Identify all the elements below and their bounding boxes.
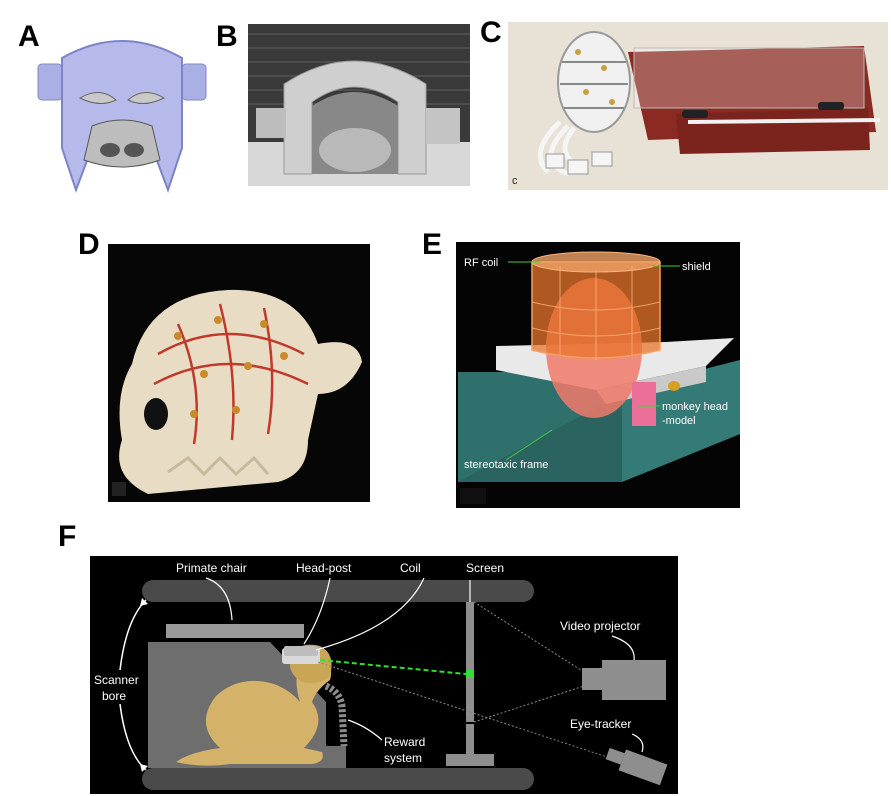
panel-c-corner-label: c [512, 175, 518, 187]
panel-letter-e: E [422, 228, 443, 261]
panel-letter-c: C [480, 16, 502, 49]
video-projector-body [602, 660, 666, 700]
video-projector-lens [582, 668, 604, 690]
panel-letter-f: F [58, 520, 77, 553]
panel-e-model: RF coil shield monkey head -model stereo… [456, 242, 740, 508]
label-video-projector: Video projector [560, 619, 641, 633]
panel-letter-a: A [18, 20, 40, 53]
panel-b-photo [248, 24, 470, 186]
coil-block [284, 646, 318, 656]
label-scanner-bore-line2: bore [102, 689, 126, 703]
label-reward-system-line2: system [384, 751, 422, 765]
label-screen: Screen [466, 561, 504, 575]
screen-base [446, 754, 494, 766]
label-monkey-head-line2: -model [662, 415, 696, 427]
panel-c-photo: c [508, 22, 888, 190]
label-head-post: Head-post [296, 561, 352, 575]
screen-base-post [466, 724, 474, 756]
label-monkey-head-line1: monkey head [662, 401, 728, 413]
reward-system-tube [324, 682, 348, 747]
monkey-silhouette [176, 660, 332, 766]
panel-letter-b: B [216, 20, 238, 53]
panel-letter-d: D [78, 228, 100, 261]
panel-f-schematic: Primate chair Head-post Coil Screen Vide… [90, 556, 678, 794]
gaze-line [319, 659, 467, 675]
panel-d-photo [108, 244, 370, 502]
eye-tracker-device [605, 747, 668, 786]
label-rf-coil: RF coil [464, 257, 498, 269]
screen-bar [466, 602, 474, 722]
label-reward-system-line1: Reward [384, 735, 425, 749]
label-scanner-bore-line1: Scanner [94, 673, 139, 687]
fixation-point [466, 670, 474, 678]
label-coil: Coil [400, 561, 421, 575]
primate-chair-top [166, 624, 304, 638]
panel-a-head-model [36, 28, 208, 200]
label-shield: shield [682, 261, 711, 273]
label-primate-chair: Primate chair [176, 561, 247, 575]
scanner-bore-top [142, 580, 534, 602]
label-stereotaxic-frame: stereotaxic frame [464, 459, 548, 471]
label-eye-tracker: Eye-tracker [570, 717, 631, 731]
scanner-bore-bottom [142, 768, 534, 790]
